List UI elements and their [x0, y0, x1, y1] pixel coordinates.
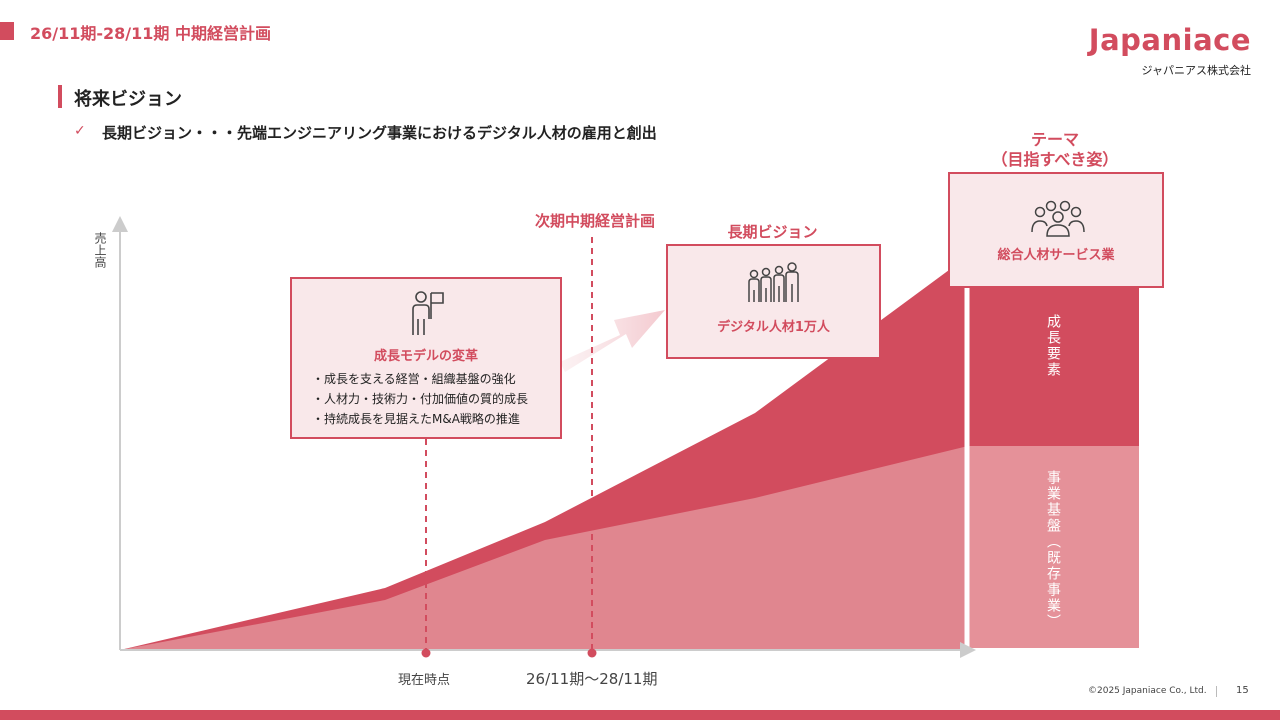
theme-label-main: テーマ — [1030, 130, 1079, 149]
header-title: 26/11期-28/11期 中期経営計画 — [30, 24, 271, 43]
bar-lower — [968, 446, 1139, 648]
flag-person-icon — [412, 291, 444, 335]
company-logo: Japaniace — [1088, 23, 1251, 57]
bar-lower-label: 事業基盤（既存事業） — [1045, 470, 1061, 630]
long-vision-title: デジタル人材1万人 — [717, 320, 830, 335]
people-group-icon — [748, 262, 799, 302]
plan-marker-dot — [587, 648, 597, 658]
growth-model-box: 成長モデルの変革 ・成長を支える経営・組織基盤の強化 ・人材力・技術力・付加価値… — [290, 277, 562, 439]
now-marker-dot — [421, 648, 431, 658]
team-icon — [1031, 200, 1085, 237]
footer-separator — [1216, 686, 1217, 697]
x-label-now: 現在時点 — [398, 673, 451, 688]
long-vision-label: 長期ビジョン — [727, 223, 818, 241]
theme-box: 総合人材サービス業 — [948, 172, 1164, 288]
vision-statement: 長期ビジョン・・・先端エンジニアリング事業におけるデジタル人材の雇用と創出 — [102, 124, 657, 142]
company-name: ジャパニアス株式会社 — [1141, 64, 1251, 77]
growth-bullet: ・人材力・技術力・付加価値の質的成長 — [312, 392, 529, 406]
y-axis-label: 売上高 — [93, 232, 107, 268]
theme-title: 総合人材サービス業 — [997, 248, 1115, 263]
growth-model-title: 成長モデルの変革 — [373, 349, 478, 364]
growth-bullet: ・成長を支える経営・組織基盤の強化 — [312, 372, 516, 386]
page-number: 15 — [1236, 685, 1249, 696]
header-accent-mark — [0, 22, 14, 40]
growth-model-bullets: ・成長を支える経営・組織基盤の強化 ・人材力・技術力・付加価値の質的成長 ・持続… — [312, 369, 528, 429]
section-accent-bar — [58, 85, 62, 108]
bar-upper-label: 成長要素 — [1045, 314, 1061, 378]
transition-arrow — [560, 310, 665, 372]
checkmark-icon: ✓ — [74, 123, 86, 139]
base-area — [120, 446, 968, 650]
bottom-accent-bar — [0, 710, 1280, 720]
x-label-period: 26/11期～28/11期 — [526, 670, 658, 688]
copyright: ©2025 Japaniace Co., Ltd. — [1088, 686, 1207, 696]
growth-bullet: ・持続成長を見据えたM&A戦略の推進 — [312, 412, 520, 426]
theme-label: テーマ （目指すべき姿） — [970, 130, 1140, 170]
section-title: 将来ビジョン — [74, 89, 182, 110]
long-vision-box: デジタル人材1万人 — [666, 244, 881, 359]
next-plan-label: 次期中期経営計画 — [534, 212, 655, 230]
theme-label-sub: （目指すべき姿） — [991, 150, 1119, 169]
